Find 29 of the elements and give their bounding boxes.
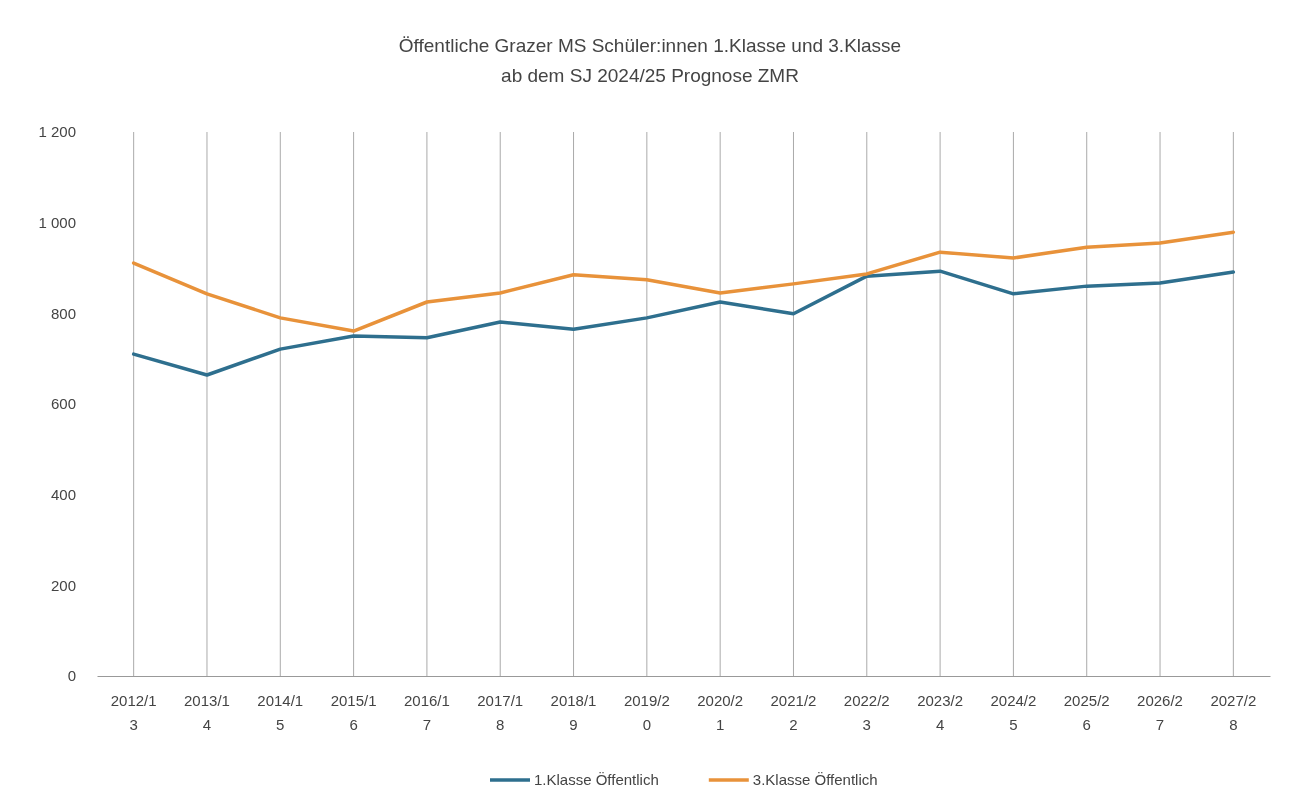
x-tick-label: 2016/17 xyxy=(403,692,450,733)
x-tick-label: 2021/22 xyxy=(770,692,817,733)
x-tick-label: 2027/28 xyxy=(1210,692,1257,733)
x-tick-label: 2020/21 xyxy=(697,692,744,733)
x-tick-label: 2017/18 xyxy=(477,692,524,733)
y-tick-label: 1 000 xyxy=(38,213,76,231)
y-tick-label: 800 xyxy=(50,304,76,322)
x-tick-label: 2022/23 xyxy=(843,692,890,733)
y-tick-label: 600 xyxy=(50,395,76,413)
line-series xyxy=(131,230,1236,333)
line-series xyxy=(131,269,1236,377)
legend-label: 1.Klasse Öffentlich xyxy=(534,771,659,788)
x-tick-label: 2014/15 xyxy=(257,692,304,733)
x-tick-label: 2013/14 xyxy=(184,692,230,733)
y-tick-label: 1 200 xyxy=(38,123,76,141)
legend-label: 3.Klasse Öffentlich xyxy=(752,771,878,788)
x-tick-label: 2019/20 xyxy=(623,692,670,733)
x-tick-label: 2024/25 xyxy=(990,692,1037,733)
chart-subtitle: ab dem SJ 2024/25 Prognose ZMR xyxy=(501,65,799,86)
x-tick-label: 2026/27 xyxy=(1137,692,1183,733)
chart-title: Öffentliche Grazer MS Schüler:innen 1.Klasse und 3.Klasse xyxy=(398,35,902,56)
x-tick-label: 2018/19 xyxy=(550,692,597,733)
x-tick-label: 2015/16 xyxy=(330,692,377,733)
y-tick-label: 200 xyxy=(50,576,76,594)
y-tick-label: 400 xyxy=(50,485,76,503)
x-tick-label: 2012/13 xyxy=(110,692,157,733)
y-tick-label: 0 xyxy=(67,667,76,685)
x-tick-label: 2025/26 xyxy=(1063,692,1110,733)
x-tick-label: 2023/24 xyxy=(917,692,964,733)
